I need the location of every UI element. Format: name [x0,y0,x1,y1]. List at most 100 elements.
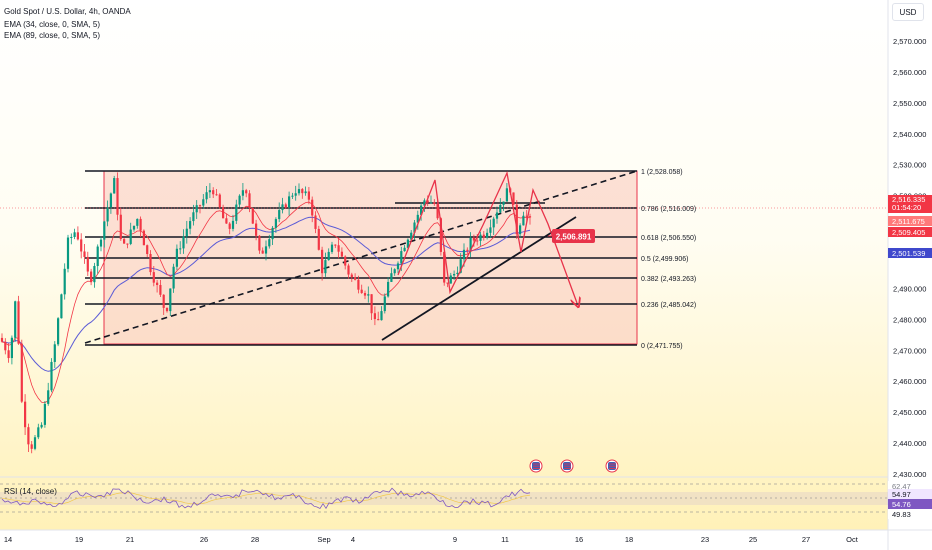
candle-body [456,272,459,275]
candle-body [116,178,119,215]
candle-body [307,191,310,200]
rsi-legend: RSI (14, close) [4,487,57,496]
candle-body [231,220,235,229]
candle-body [387,281,390,297]
candle-body [324,260,327,274]
candle-body [20,343,23,402]
price-tick: 2,430.000 [893,470,926,479]
candle-body [360,289,363,294]
candle-body [264,246,268,254]
candle-body [43,403,46,425]
candle-body [459,259,462,273]
fib-label: 0.382 (2,493.263) [641,276,696,283]
candle-body [47,390,50,404]
time-tick: Sep [317,535,330,544]
candle-body [182,236,185,249]
candle-body [314,215,317,229]
candle-body [142,230,145,246]
time-tick: 18 [625,535,633,544]
candle-body [291,195,294,197]
candle-body [278,210,281,220]
candle-body [33,437,37,449]
candle-body [90,271,93,283]
candle-body [208,190,211,193]
rsi-value-c: 49.83 [888,509,932,519]
candle-body [37,427,40,438]
svg-text:2,506.891: 2,506.891 [556,233,592,242]
candle-body [119,214,122,240]
candle-body [466,249,469,251]
candle-body [241,190,244,196]
candle-body [139,218,142,231]
candle-body [347,265,350,275]
candle-body [70,236,73,238]
candle-body [255,223,258,236]
rsi-value-a: 54.97 [888,489,932,499]
candle-body [218,194,221,208]
ema34-legend: EMA (34, close, 0, SMA, 5) [4,20,101,29]
candle-body [344,256,347,266]
price-tick: 2,450.000 [893,408,926,417]
candle-body [271,227,274,240]
candle-body [195,205,198,213]
candles [0,172,532,454]
candle-body [406,239,409,248]
candle-body [7,350,10,359]
candle-body [363,293,367,296]
candle-body [505,188,508,202]
candle-body [495,212,499,219]
candle-body [367,294,370,296]
currency-button[interactable]: USD [892,3,924,21]
rsi-value-b: 54.76 [888,499,932,509]
candle-body [50,361,53,391]
price-tick: 2,490.000 [893,284,926,293]
candle-body [63,268,66,295]
candle-body [60,294,63,319]
candle-body [261,250,264,254]
candle-body [179,248,182,250]
time-tick: Oct [846,535,859,544]
time-axis: 14 19 21 26 28 Sep 4 9 11 16 18 23 25 27 Oct [4,535,859,544]
ema89-badge: 2,501.539 [888,248,932,258]
price-tick: 2,540.000 [893,130,926,139]
candle-body [76,232,79,240]
candle-body [106,207,109,222]
candle-body [429,202,433,204]
ema34-badge: 2,511.675 [888,216,932,226]
candle-body [99,239,103,247]
candle-body [146,245,149,255]
candle-body [469,237,472,251]
candle-body [189,221,192,229]
candle-body [416,214,419,223]
candle-body [284,204,287,208]
candle-body [248,193,251,209]
price-tick: 2,560.000 [893,68,926,77]
candle-body [238,195,241,205]
time-tick: 16 [575,535,583,544]
candle-body [129,229,132,244]
candle-body [443,251,446,283]
candle-body [383,296,386,312]
price-label-box: 2,506.891 [548,229,595,243]
candle-body [288,196,291,208]
candle-body [380,311,383,321]
fib-label: 0.5 (2,499.906) [641,256,688,263]
candle-body [370,294,373,314]
candle-body [321,249,324,274]
candle-body [357,279,360,290]
fib-label: 0.618 (2,506.550) [641,235,696,242]
candle-body [185,228,188,237]
ema89-legend: EMA (89, close, 0, SMA, 5) [4,31,101,40]
candle-body [159,285,162,295]
price-tick: 2,530.000 [893,161,926,170]
rsi-band [0,492,888,505]
candle-body [390,273,393,282]
candle-body [479,234,482,241]
candle-body [17,301,20,344]
level-badge: 2,509.405 [888,227,932,237]
candle-body [502,201,505,205]
price-axis-background [888,0,932,530]
candle-body [476,240,479,242]
candle-body [334,244,337,246]
